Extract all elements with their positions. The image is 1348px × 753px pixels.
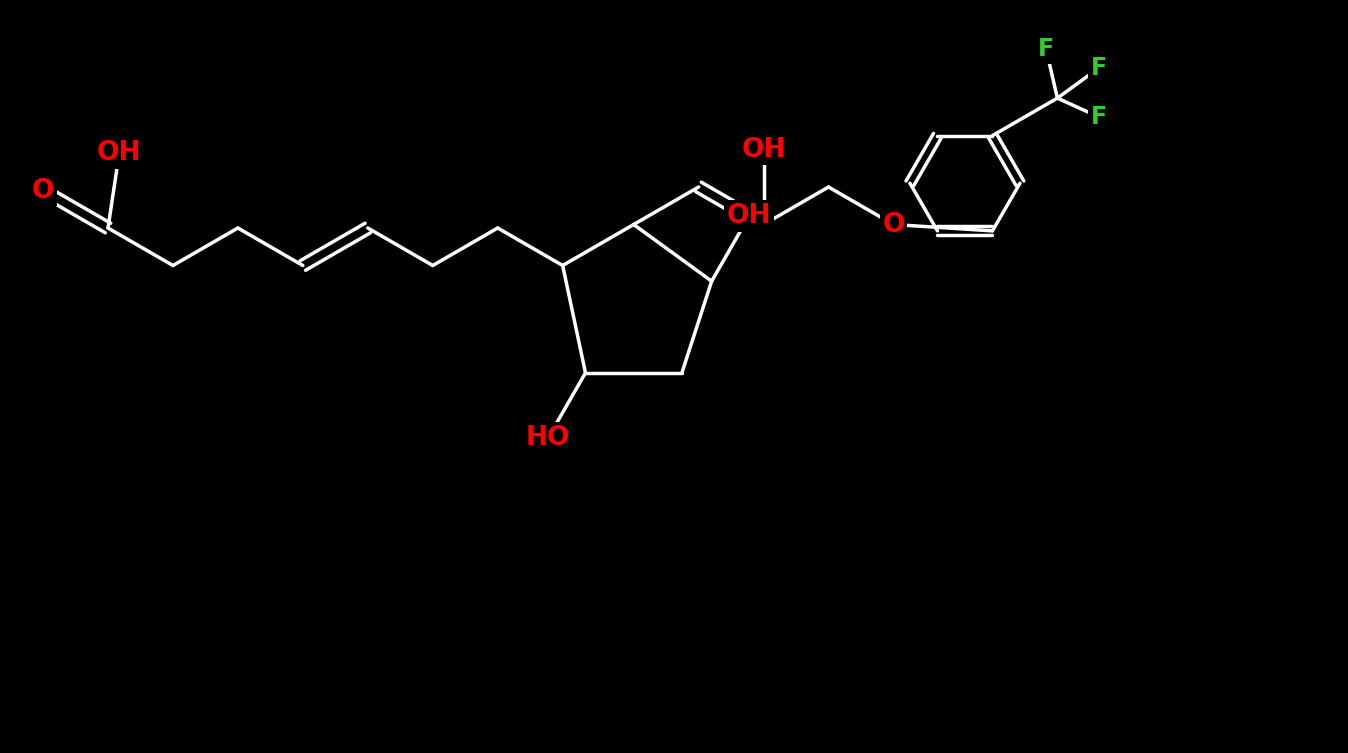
Text: F: F [1038,38,1054,61]
Text: OH: OH [741,136,786,163]
Text: O: O [32,178,54,203]
Text: OH: OH [97,140,142,166]
Text: F: F [1091,105,1107,129]
Text: O: O [882,212,905,237]
Text: HO: HO [526,425,570,451]
Text: F: F [1091,56,1107,80]
Text: OH: OH [727,203,771,229]
